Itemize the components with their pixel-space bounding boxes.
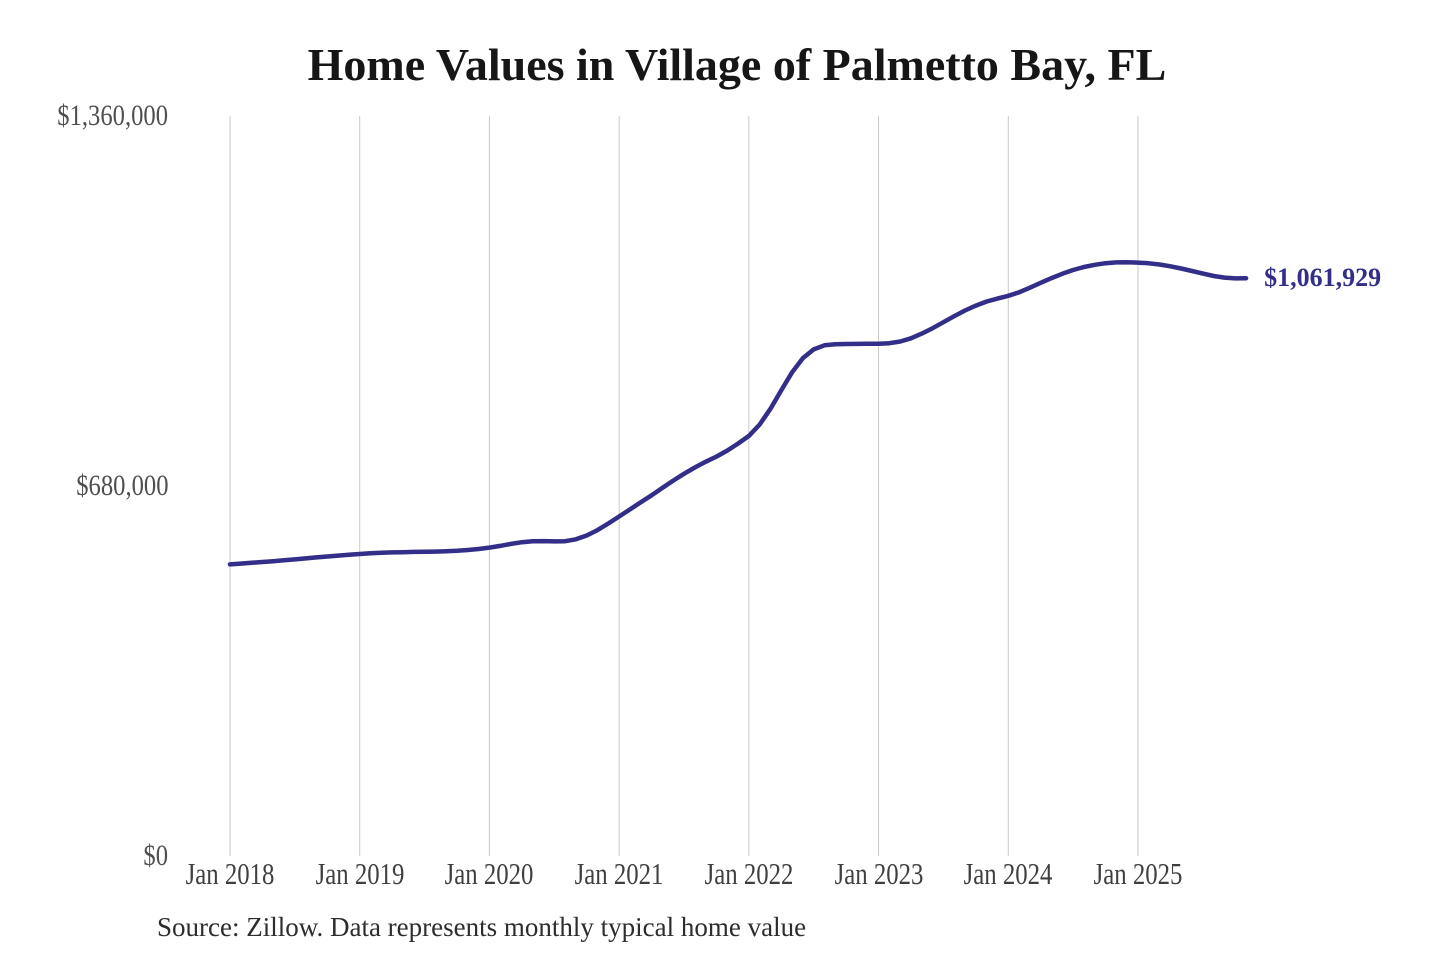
chart-title: Home Values in Village of Palmetto Bay, … xyxy=(307,39,1167,90)
x-tick-label: Jan 2020 xyxy=(444,856,534,891)
x-tick-label: Jan 2018 xyxy=(185,856,275,891)
x-tick-label: Jan 2022 xyxy=(704,856,794,891)
x-tick-label: Jan 2019 xyxy=(315,856,405,891)
y-axis: $0 $680,000 $1,360,000 xyxy=(0,0,170,960)
x-tick-label: Jan 2025 xyxy=(1093,856,1183,891)
home-value-line xyxy=(227,260,1249,567)
x-tick-label: Jan 2023 xyxy=(834,856,923,891)
vertical-gridlines xyxy=(229,116,1139,856)
x-axis: Jan 2018 Jan 2019 Jan 2020 Jan 2021 Jan 2022… xyxy=(0,855,1440,900)
current-value-label: $1,061,929 xyxy=(1264,263,1382,293)
y-tick-label: $0 xyxy=(143,839,168,872)
x-tick-label: Jan 2021 xyxy=(574,856,664,891)
x-tick-label: Jan 2024 xyxy=(963,856,1053,891)
source-note: Source: Zillow. Data represents monthly … xyxy=(157,912,807,942)
y-tick-label: $680,000 xyxy=(75,469,168,502)
y-tick-label: $1,360,000 xyxy=(57,99,168,132)
